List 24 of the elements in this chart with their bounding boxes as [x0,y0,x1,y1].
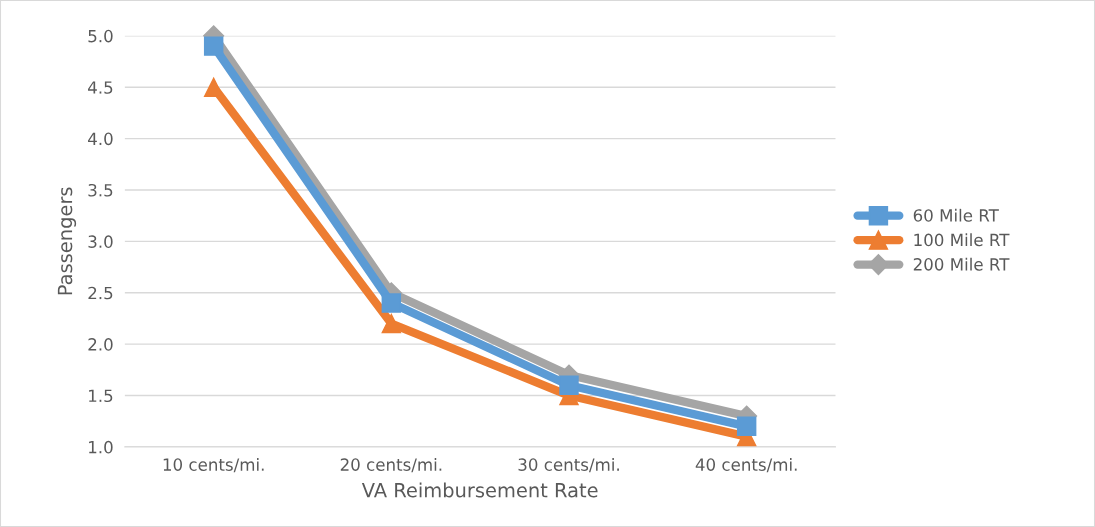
y-tick-label: 3.5 [88,183,113,197]
x-tick-label: 30 cents/mi. [518,458,619,473]
point [559,375,579,395]
x-axis-title: VA Reimbursement Rate [361,482,598,498]
legend-label: 200 Mile RT [913,257,1010,271]
point [381,313,402,334]
x-tick-label: 20 cents/mi. [340,458,442,473]
y-tick-label: 5.0 [88,29,113,43]
y-tick-label: 1.5 [89,389,113,403]
point [203,77,224,97]
point [381,293,402,313]
x-tick-label: 40 cents/mi. [695,458,797,473]
legend-label: 100 Mile RT [914,233,1010,247]
y-tick-label: 1.0 [89,440,113,454]
y-tick-label: 3.0 [88,235,113,248]
legend-label: 60 Mile RT [913,208,999,222]
point [203,36,224,56]
y-axis-title: Passengers [57,187,77,295]
y-tick-label: 2.5 [88,286,113,300]
point [736,416,757,437]
x-tick-label: 10 cents/mi. [163,458,264,473]
y-tick-label: 2.0 [88,338,113,351]
y-tick-label: 4.5 [88,81,113,94]
y-tick-label: 4.0 [88,132,113,146]
